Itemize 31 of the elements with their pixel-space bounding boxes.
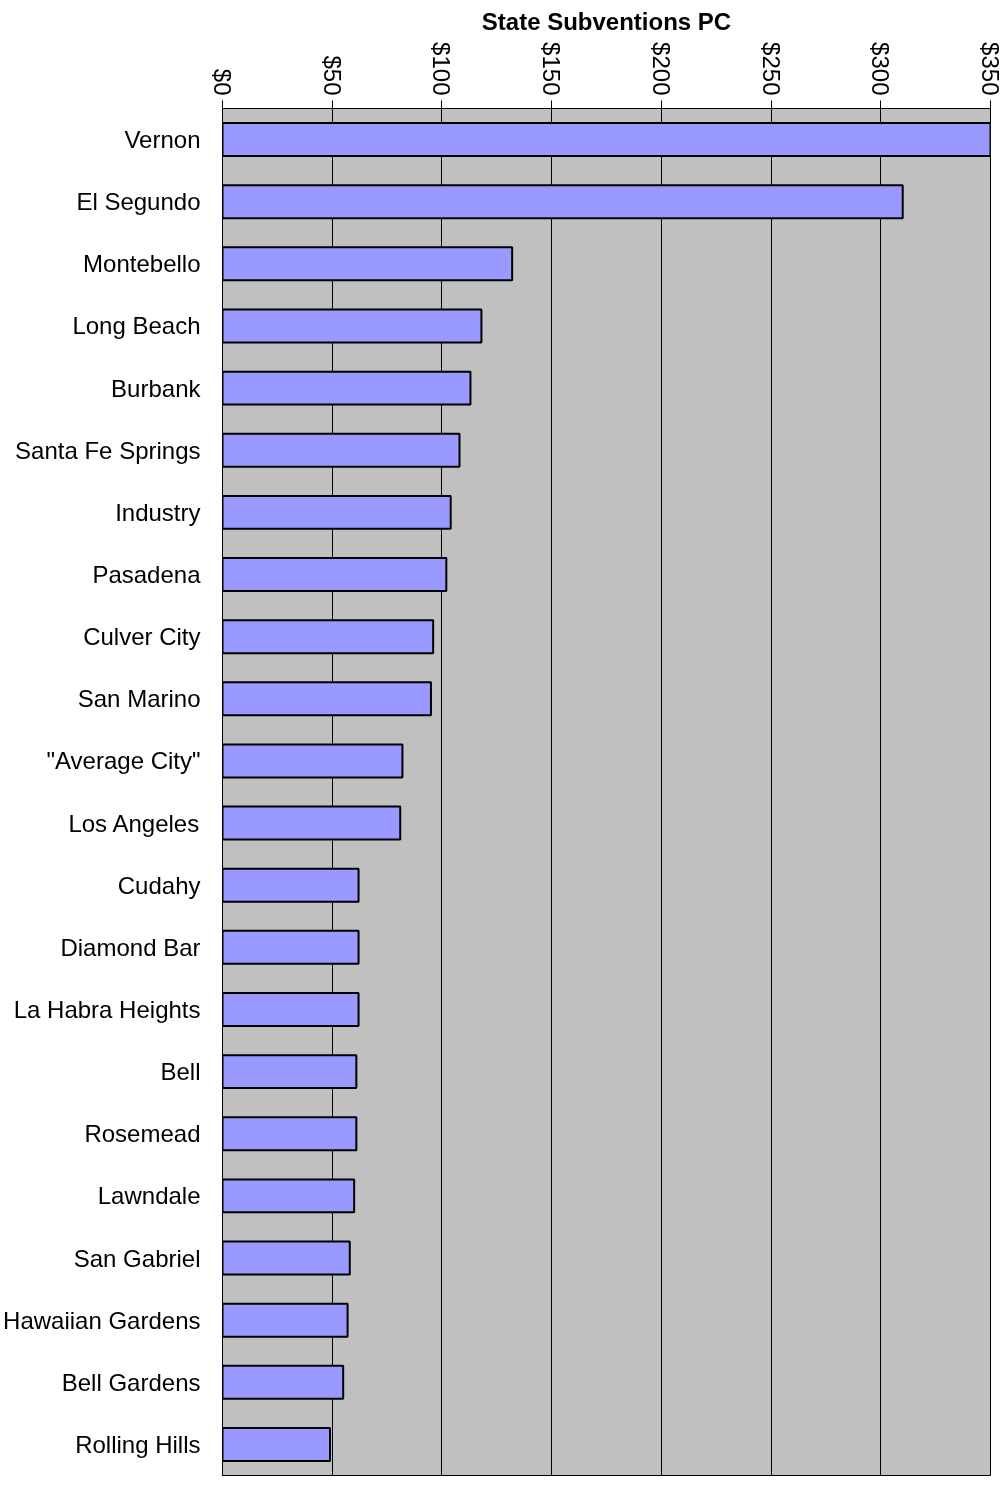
y-tick-label: Burbank [111,374,202,402]
y-tick-label: La Habra Heights [13,995,201,1023]
x-tick-label: $300 [867,42,895,96]
y-tick-label: Rosemead [84,1120,201,1148]
x-tick-label: $100 [428,42,456,96]
x-tick-label: $250 [757,42,785,96]
y-tick-label: "Average City" [46,747,201,775]
y-tick-label: Long Beach [72,312,201,340]
y-tick-label: Vernon [124,126,201,154]
x-tick-label: $350 [977,42,1004,96]
x-tick-label: $200 [647,42,675,96]
y-tick-label: Hawaiian Gardens [3,1306,201,1334]
x-tick-label: $50 [318,55,346,96]
y-tick-label: Diamond Bar [60,933,201,961]
y-tick-label: Santa Fe Springs [15,436,201,464]
y-tick-label: Rolling Hills [75,1430,201,1458]
chart-title: State Subventions PC [481,7,732,35]
y-tick-label: Bell [160,1058,201,1086]
y-tick-label: Montebello [83,250,201,278]
y-tick-label: Pasadena [92,561,202,589]
x-tick-label: $150 [538,42,566,96]
y-tick-label: Cudahy [117,871,201,899]
y-tick-label: Industry [115,498,201,526]
y-tick-label: San Gabriel [73,1244,201,1272]
x-tick-label: $0 [209,68,236,96]
y-tick-label: Bell Gardens [61,1368,201,1396]
y-tick-label: Lawndale [97,1182,201,1210]
y-tick-label: San Marino [77,685,201,713]
y-tick-label: El Segundo [76,188,201,216]
y-tick-label: Culver City [83,623,201,651]
y-tick-label: Los Angeles [68,809,200,837]
